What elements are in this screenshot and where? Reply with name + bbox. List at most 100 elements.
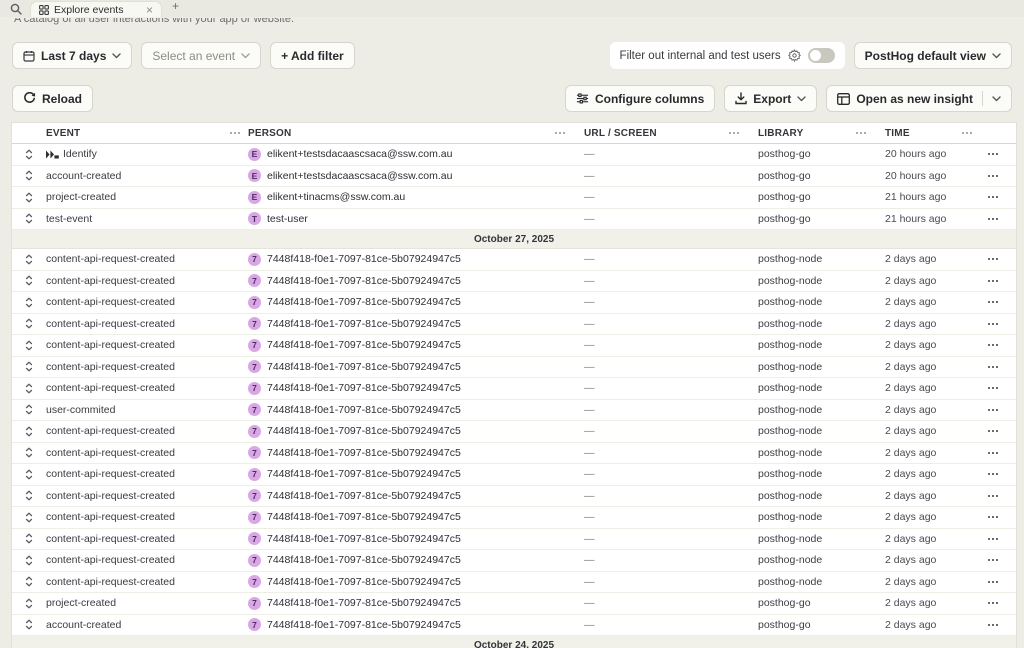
person-cell[interactable]: 7 7448f418-f0e1-7097-81ce-5b07924947c5 <box>248 271 573 292</box>
person-cell[interactable]: 7 7448f418-f0e1-7097-81ce-5b07924947c5 <box>248 292 573 313</box>
expand-row-button[interactable] <box>23 510 35 525</box>
row-more-button[interactable] <box>988 621 992 629</box>
expand-row-button[interactable] <box>23 553 35 568</box>
event-cell[interactable]: content-api-request-created <box>46 550 248 571</box>
event-cell[interactable]: content-api-request-created <box>46 443 248 464</box>
person-cell[interactable]: 7 7448f418-f0e1-7097-81ce-5b07924947c5 <box>248 615 573 636</box>
chevron-down-icon[interactable] <box>992 95 1001 102</box>
person-cell[interactable]: 7 7448f418-f0e1-7097-81ce-5b07924947c5 <box>248 357 573 378</box>
view-select-button[interactable]: PostHog default view <box>853 42 1012 69</box>
event-cell[interactable]: content-api-request-created <box>46 271 248 292</box>
person-cell[interactable]: 7 7448f418-f0e1-7097-81ce-5b07924947c5 <box>248 593 573 614</box>
person-cell[interactable]: 7 7448f418-f0e1-7097-81ce-5b07924947c5 <box>248 529 573 550</box>
column-options-button[interactable] <box>555 129 559 137</box>
row-more-button[interactable] <box>988 470 992 478</box>
event-cell[interactable]: content-api-request-created <box>46 421 248 442</box>
table-row[interactable]: content-api-request-created 7 7448f418-f0e… <box>12 335 1016 357</box>
expand-row-button[interactable] <box>23 381 35 396</box>
expand-row-button[interactable] <box>23 273 35 288</box>
event-cell[interactable]: content-api-request-created <box>46 357 248 378</box>
table-row[interactable]: content-api-request-created 7 7448f418-f0e… <box>12 550 1016 572</box>
row-more-button[interactable] <box>988 599 992 607</box>
configure-columns-button[interactable]: Configure columns <box>564 85 716 112</box>
table-row[interactable]: content-api-request-created 7 7448f418-f0e… <box>12 313 1016 335</box>
event-cell[interactable]: content-api-request-created <box>46 314 248 335</box>
expand-row-button[interactable] <box>23 402 35 417</box>
row-more-button[interactable] <box>988 320 992 328</box>
row-more-button[interactable] <box>988 298 992 306</box>
event-cell[interactable]: test-event <box>46 209 248 230</box>
column-options-button[interactable] <box>856 129 860 137</box>
event-select[interactable]: Select an event <box>141 42 262 69</box>
person-cell[interactable]: 7 7448f418-f0e1-7097-81ce-5b07924947c5 <box>248 550 573 571</box>
expand-row-button[interactable] <box>23 424 35 439</box>
reload-button[interactable]: Reload <box>12 85 94 112</box>
row-more-button[interactable] <box>988 427 992 435</box>
table-row[interactable]: account-created 7 7448f418-f0e1-7097-81ce-… <box>12 614 1016 636</box>
expand-row-button[interactable] <box>23 338 35 353</box>
event-cell[interactable]: account-created <box>46 166 248 187</box>
event-cell[interactable]: content-api-request-created <box>46 249 248 270</box>
table-row[interactable]: content-api-request-created 7 7448f418-f0e… <box>12 571 1016 593</box>
expand-row-button[interactable] <box>23 190 35 205</box>
open-as-new-insight-button[interactable]: Open as new insight <box>826 85 1012 112</box>
table-row[interactable]: content-api-request-created 7 7448f418-f0e… <box>12 507 1016 529</box>
table-row[interactable]: content-api-request-created 7 7448f418-f0e… <box>12 270 1016 292</box>
table-row[interactable]: content-api-request-created 7 7448f418-f0e… <box>12 528 1016 550</box>
person-cell[interactable]: 7 7448f418-f0e1-7097-81ce-5b07924947c5 <box>248 443 573 464</box>
event-cell[interactable]: content-api-request-created <box>46 572 248 593</box>
event-cell[interactable]: user-commited <box>46 400 248 421</box>
expand-row-button[interactable] <box>23 295 35 310</box>
table-row[interactable]: user-commited 7 7448f418-f0e1-7097-81ce-5b… <box>12 399 1016 421</box>
person-cell[interactable]: 7 7448f418-f0e1-7097-81ce-5b07924947c5 <box>248 486 573 507</box>
table-row[interactable]: content-api-request-created 7 7448f418-f0e… <box>12 378 1016 400</box>
expand-row-button[interactable] <box>23 531 35 546</box>
row-more-button[interactable] <box>988 556 992 564</box>
close-tab-icon[interactable] <box>146 1 153 19</box>
person-cell[interactable]: 7 7448f418-f0e1-7097-81ce-5b07924947c5 <box>248 464 573 485</box>
event-cell[interactable]: content-api-request-created <box>46 507 248 528</box>
person-cell[interactable]: 7 7448f418-f0e1-7097-81ce-5b07924947c5 <box>248 314 573 335</box>
table-row[interactable]: content-api-request-created 7 7448f418-f0e… <box>12 421 1016 443</box>
expand-row-button[interactable] <box>23 445 35 460</box>
table-row[interactable]: content-api-request-created 7 7448f418-f0e… <box>12 249 1016 271</box>
event-cell[interactable]: project-created <box>46 187 248 208</box>
new-tab-icon[interactable] <box>172 0 179 15</box>
table-row[interactable]: content-api-request-created 7 7448f418-f0e… <box>12 356 1016 378</box>
search-icon[interactable] <box>8 1 24 16</box>
expand-row-button[interactable] <box>23 316 35 331</box>
expand-row-button[interactable] <box>23 147 35 162</box>
person-cell[interactable]: 7 7448f418-f0e1-7097-81ce-5b07924947c5 <box>248 572 573 593</box>
event-cell[interactable]: project-created <box>46 593 248 614</box>
expand-row-button[interactable] <box>23 467 35 482</box>
event-cell[interactable]: content-api-request-created <box>46 486 248 507</box>
person-cell[interactable]: 7 7448f418-f0e1-7097-81ce-5b07924947c5 <box>248 400 573 421</box>
expand-row-button[interactable] <box>23 211 35 226</box>
row-more-button[interactable] <box>988 277 992 285</box>
row-more-button[interactable] <box>988 341 992 349</box>
person-cell[interactable]: 7 7448f418-f0e1-7097-81ce-5b07924947c5 <box>248 507 573 528</box>
row-more-button[interactable] <box>988 449 992 457</box>
event-cell[interactable]: content-api-request-created <box>46 378 248 399</box>
table-row[interactable]: content-api-request-created 7 7448f418-f0e… <box>12 485 1016 507</box>
event-cell[interactable]: account-created <box>46 615 248 636</box>
expand-row-button[interactable] <box>23 574 35 589</box>
row-more-button[interactable] <box>988 150 992 158</box>
table-row[interactable]: project-created 7 7448f418-f0e1-7097-81ce-… <box>12 593 1016 615</box>
event-cell[interactable]: content-api-request-created <box>46 464 248 485</box>
tab-explore-events[interactable]: Explore events <box>30 1 162 17</box>
gear-icon[interactable] <box>787 49 801 62</box>
expand-row-button[interactable] <box>23 252 35 267</box>
table-row[interactable]: content-api-request-created 7 7448f418-f0e… <box>12 464 1016 486</box>
person-cell[interactable]: 7 7448f418-f0e1-7097-81ce-5b07924947c5 <box>248 335 573 356</box>
event-cell[interactable]: content-api-request-created <box>46 529 248 550</box>
row-more-button[interactable] <box>988 384 992 392</box>
